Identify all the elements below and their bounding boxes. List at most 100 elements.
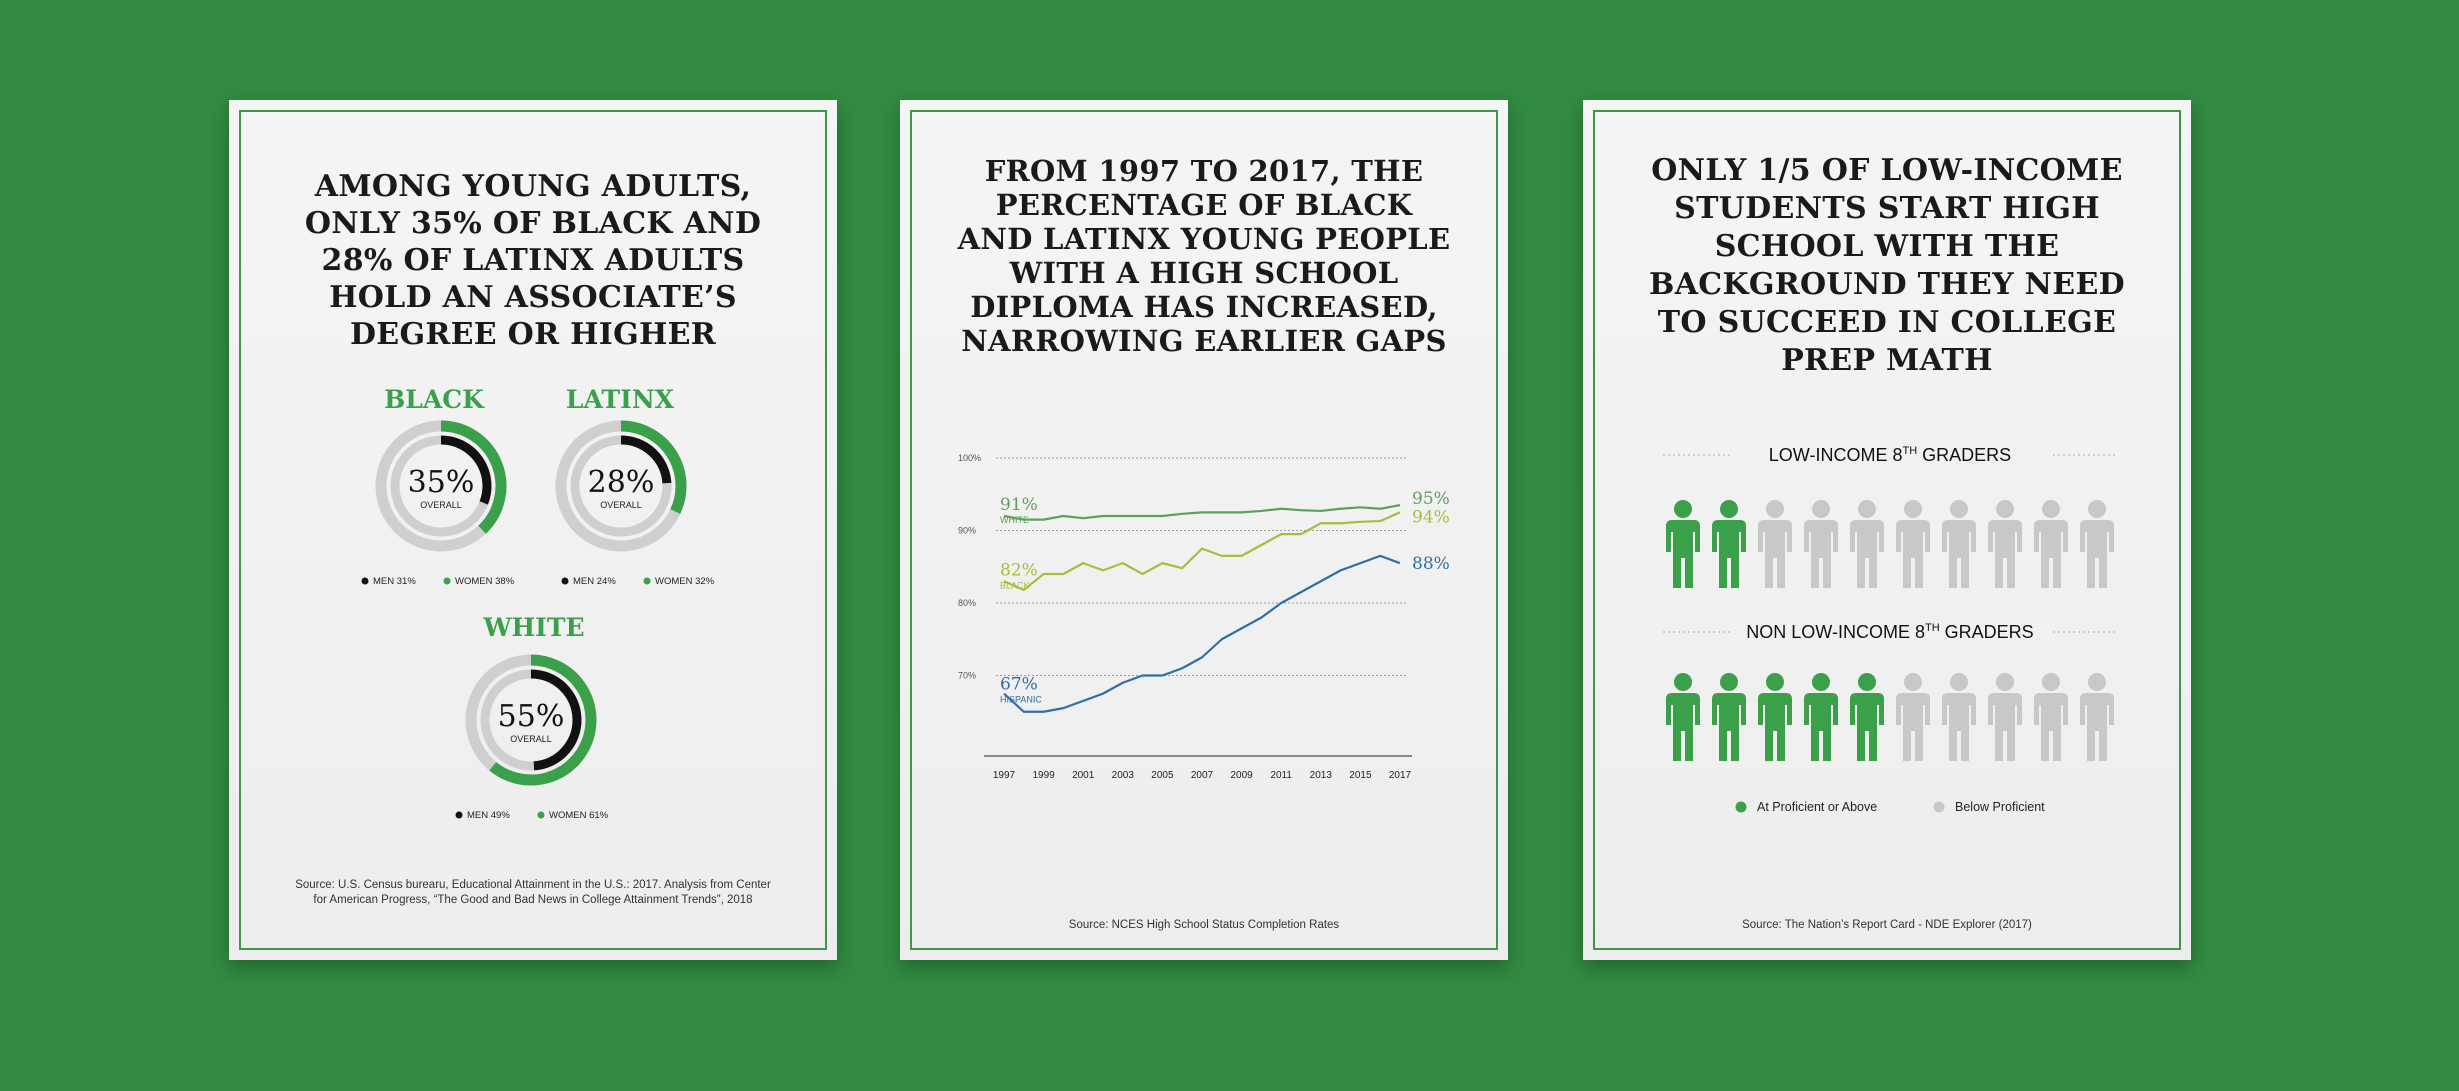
person-icon	[1988, 500, 2022, 588]
legend-men: MEN 31%	[373, 576, 416, 587]
donut-overall-value: 28%	[588, 465, 655, 500]
person-icon	[1942, 500, 1976, 588]
headline-line: FROM 1997 TO 2017, THE	[984, 154, 1424, 188]
legend-women: WOMEN 38%	[455, 576, 515, 587]
legend-men: MEN 49%	[467, 810, 510, 821]
donut-overall-label: OVERALL	[510, 734, 552, 744]
person-icon	[1666, 673, 1700, 761]
headline-line: STUDENTS START HIGH	[1674, 191, 2100, 226]
person-icon	[1804, 673, 1838, 761]
series-name-label: HISPANIC	[1000, 695, 1042, 705]
legend-dot-men	[561, 577, 569, 585]
person-icon	[2080, 673, 2114, 761]
headline-line: AND LATINX YOUNG PEOPLE	[957, 222, 1451, 256]
headline-line: NARROWING EARLIER GAPS	[961, 324, 1447, 358]
row-label: LOW-INCOME 8TH GRADERS	[1769, 445, 2011, 465]
donut-overall-label: OVERALL	[420, 500, 462, 510]
donut-white: 55%OVERALL MEN 49% WOMEN 61%	[455, 654, 609, 821]
headline-line: BACKGROUND THEY NEED	[1649, 267, 2125, 302]
headline-line: PERCENTAGE OF BLACK	[995, 188, 1413, 222]
headline-line: ONLY 35% OF BLACK AND	[304, 206, 762, 241]
card-border	[910, 110, 1498, 950]
person-icon	[1850, 500, 1884, 588]
series-end-label: 95%	[1412, 489, 1450, 509]
card2-headline: FROM 1997 TO 2017, THE PERCENTAGE OF BLA…	[940, 154, 1468, 358]
x-tick-label: 2003	[1112, 770, 1135, 781]
group-label-latinx: LATINX	[565, 385, 675, 414]
donut-overall-value: 55%	[498, 699, 565, 734]
pictograph-row: LOW-INCOME 8TH GRADERS	[1663, 441, 2118, 588]
math-prep-card: ONLY 1/5 OF LOW-INCOME STUDENTS START HI…	[1583, 100, 2191, 960]
card3-source: Source: The Nation’s Report Card - NDE E…	[1742, 919, 2032, 931]
person-icon	[1896, 500, 1930, 588]
source-line: Source: U.S. Census burearu, Educational…	[295, 879, 771, 891]
headline-line: 28% OF LATINX ADULTS	[321, 243, 745, 278]
headline-line: WITH A HIGH SCHOOL	[1009, 256, 1399, 290]
row-label-bg	[1730, 618, 2050, 644]
donut-women-arc	[489, 654, 597, 786]
legend-dot-below	[1933, 801, 1945, 813]
person-icon	[1850, 673, 1884, 761]
headline-line: DIPLOMA HAS INCREASED,	[970, 290, 1438, 324]
legend-dot-men	[361, 577, 369, 585]
person-icon	[1804, 500, 1838, 588]
donut-overall-value: 35%	[408, 465, 475, 500]
legend-dot-women	[443, 577, 451, 585]
series-name-label: WHITE	[1000, 515, 1029, 525]
group-label-black: BLACK	[384, 385, 484, 414]
person-icon	[1712, 673, 1746, 761]
donut-women-arc	[440, 420, 507, 534]
card1-source: Source: U.S. Census burearu, Educational…	[269, 878, 797, 908]
row-label-bg	[1730, 441, 2050, 467]
x-tick-label: 2005	[1151, 770, 1174, 781]
x-tick-label: 1997	[993, 770, 1016, 781]
legend-women: WOMEN 32%	[655, 576, 715, 587]
headline-line: AMONG YOUNG ADULTS,	[314, 169, 752, 204]
person-icon	[2080, 500, 2114, 588]
series-line-black	[1003, 511, 1401, 592]
person-icon	[2034, 673, 2068, 761]
person-icon	[1666, 500, 1700, 588]
series-start-label: 67%	[1000, 675, 1038, 695]
legend-dot-women	[643, 577, 651, 585]
headline-line: DEGREE OR HIGHER	[349, 317, 717, 352]
row-label: NON LOW-INCOME 8TH GRADERS	[1746, 622, 2033, 642]
card3-headline: ONLY 1/5 OF LOW-INCOME STUDENTS START HI…	[1623, 152, 2151, 380]
x-tick-label: 2011	[1270, 770, 1292, 781]
legend-dot-men	[455, 811, 463, 819]
legend-men: MEN 24%	[573, 576, 616, 587]
y-tick-label: 100%	[958, 453, 981, 463]
card-border	[1593, 110, 2181, 950]
headline-line: SCHOOL WITH THE	[1714, 229, 2060, 264]
y-tick-label: 90%	[958, 526, 976, 536]
person-icon	[1758, 673, 1792, 761]
group-label-white: WHITE	[483, 613, 585, 642]
headline-line: TO SUCCEED IN COLLEGE	[1657, 305, 2117, 340]
x-tick-label: 2009	[1230, 770, 1253, 781]
card1-headline: AMONG YOUNG ADULTS, ONLY 35% OF BLACK AN…	[269, 168, 797, 353]
series-end-label: 94%	[1412, 507, 1450, 527]
card-border	[239, 110, 827, 950]
person-icon	[2034, 500, 2068, 588]
legend-women: WOMEN 61%	[549, 810, 609, 821]
series-start-label: 91%	[1000, 495, 1038, 515]
hs-completion-card: FROM 1997 TO 2017, THE PERCENTAGE OF BLA…	[900, 100, 1508, 960]
donut-latinx: 28%OVERALL MEN 24% WOMEN 32%	[555, 420, 715, 587]
source-line: for American Progress, “The Good and Bad…	[313, 894, 753, 906]
x-tick-label: 2017	[1389, 770, 1412, 781]
person-icon	[1712, 500, 1746, 588]
y-tick-label: 70%	[958, 671, 976, 681]
series-start-label: 82%	[1000, 560, 1038, 580]
x-tick-label: 2007	[1191, 770, 1214, 781]
x-tick-label: 2013	[1310, 770, 1333, 781]
legend-dot-proficient	[1735, 801, 1747, 813]
pictograph: LOW-INCOME 8TH GRADERS NON LOW-INCOME 8TH…	[1663, 441, 2118, 814]
headline-line: HOLD AN ASSOCIATE’S	[329, 280, 737, 315]
donut-men-arc	[620, 435, 672, 484]
person-icon	[1988, 673, 2022, 761]
series-line-hispanic	[1003, 554, 1401, 713]
series-end-label: 88%	[1412, 554, 1450, 574]
donut-overall-label: OVERALL	[600, 500, 642, 510]
x-tick-label: 1999	[1032, 770, 1055, 781]
donut-men-arc	[530, 669, 582, 771]
